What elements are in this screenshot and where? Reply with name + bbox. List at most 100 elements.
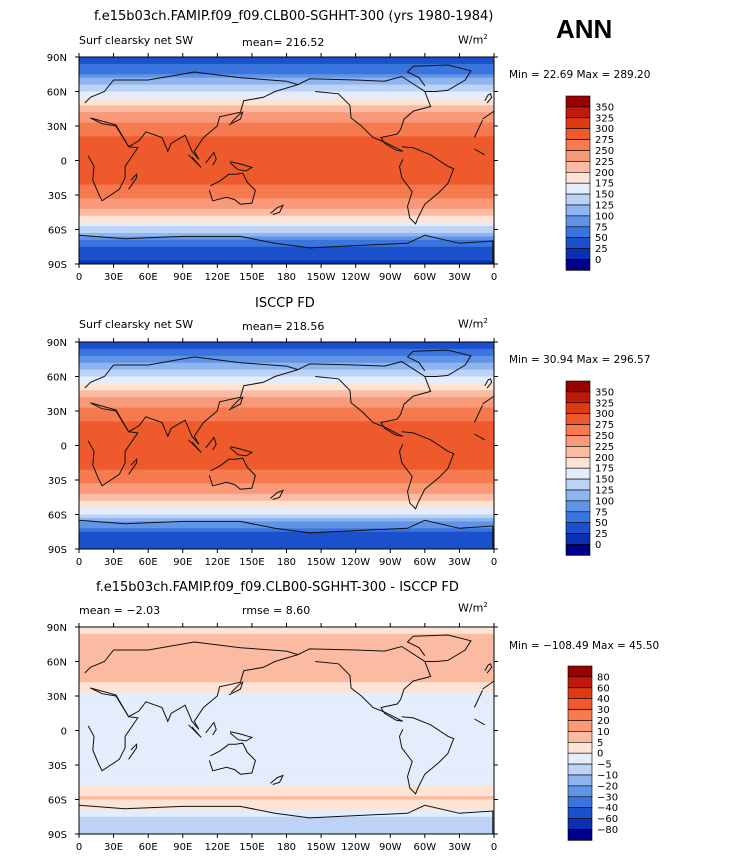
panel2-title: ISCCP FD [255,296,315,311]
field-band [79,126,494,130]
colorbar-label: 275 [595,420,614,431]
field-band [79,163,494,168]
field-band [79,778,494,783]
x-tick-label: 180 [277,557,296,568]
colorbar-label: 325 [595,113,614,124]
colorbar-swatch [567,698,593,710]
coastline [208,172,256,205]
field-band [79,654,494,659]
field-band [79,174,494,179]
coastline [270,774,285,785]
field-band [79,84,494,89]
field-band [79,435,494,440]
field-band [79,459,494,464]
x-tick-label: 60W [414,557,437,568]
colorbar-swatch [565,172,591,184]
field-band [79,630,494,635]
field-band [79,397,494,402]
field-band [79,181,494,186]
x-tick-label: 30W [448,557,471,568]
x-tick-label: 120W [341,272,370,283]
colorbar-label: 300 [595,409,614,420]
colorbar-swatch [565,467,591,480]
field-band [79,633,494,638]
x-tick-label: 0 [76,842,82,853]
coastline [87,402,139,487]
field-band [79,514,494,519]
x-tick-label: 0 [76,272,82,283]
field-band [79,105,494,110]
field-band [79,352,494,357]
field-band [79,538,494,543]
x-tick-label: 120W [341,557,370,568]
field-band [79,195,494,199]
colorbar-swatch [567,785,593,798]
coastline [474,433,486,441]
coastline [297,75,432,152]
colorbar-label: 40 [597,694,610,705]
field-band [79,421,494,426]
field-band [79,799,494,804]
panel3-rmse-label: rmse = 8.60 [242,604,311,617]
colorbar-label: −40 [597,803,618,814]
y-tick-label: 30N [47,122,67,133]
colorbar-swatch [567,752,593,765]
field-band [79,469,494,474]
field-band [79,188,494,193]
y-tick-label: 90N [47,623,67,634]
x-tick-label: 60E [139,557,158,568]
field-band [79,428,494,433]
colorbar-swatch [565,544,591,556]
colorbar-swatch [565,204,591,217]
field-band [79,796,494,800]
field-band [79,94,494,99]
x-tick-label: 90W [379,842,402,853]
field-band [79,191,494,196]
field-band [79,222,494,227]
field-band [79,348,494,353]
panel2-variable-label: Surf clearsky net SW [79,318,194,331]
field-band [79,143,494,148]
colorbar-label: 25 [595,244,608,255]
y-tick-label: 60S [48,796,67,807]
colorbar-label: 225 [595,157,614,168]
x-tick-label: 150W [307,557,336,568]
coastline [270,489,285,500]
field-band [79,706,494,711]
field-band [79,136,494,141]
field-band [79,379,494,384]
colorbar-label: 150 [595,190,614,201]
field-band [79,150,494,155]
y-tick-label: 30N [47,692,67,703]
field-band [79,112,494,117]
y-tick-label: 0 [61,157,67,168]
colorbar-swatch [565,139,591,151]
field-band [79,407,494,412]
field-band [79,747,494,752]
field-band [79,229,494,234]
field-band [79,671,494,676]
field-band [79,627,494,631]
field-band [79,737,494,742]
colorbar-label: 0 [597,749,603,760]
field-band [79,792,494,797]
field-band [79,170,494,175]
colorbar-swatch [565,237,591,249]
field-band [79,689,494,694]
y-tick-label: 0 [61,727,67,738]
field-band [79,504,494,509]
field-band [79,692,494,697]
x-tick-label: 90W [379,272,402,283]
coastline [128,743,138,760]
field-band [79,500,494,505]
colorbar-label: 250 [595,146,614,157]
y-tick-label: 30N [47,407,67,418]
colorbar-swatch [567,676,593,689]
field-band [79,640,494,645]
colorbar-label: 350 [595,102,614,113]
season-label: ANN [556,14,613,44]
field-band [79,483,494,488]
y-tick-label: 0 [61,442,67,453]
field-band [79,816,494,821]
field-band [79,820,494,825]
